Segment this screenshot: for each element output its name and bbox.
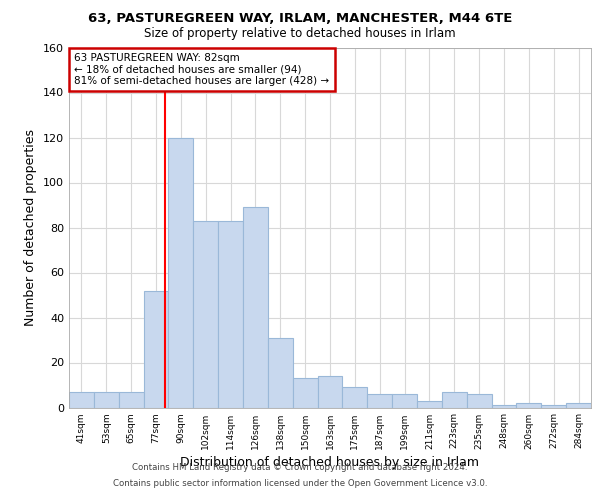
- Text: 63 PASTUREGREEN WAY: 82sqm
← 18% of detached houses are smaller (94)
81% of semi: 63 PASTUREGREEN WAY: 82sqm ← 18% of deta…: [74, 53, 329, 86]
- Bar: [392, 394, 417, 407]
- X-axis label: Distribution of detached houses by size in Irlam: Distribution of detached houses by size …: [181, 456, 479, 468]
- Bar: [193, 221, 218, 408]
- Bar: [491, 405, 517, 407]
- Text: Contains public sector information licensed under the Open Government Licence v3: Contains public sector information licen…: [113, 478, 487, 488]
- Bar: [442, 392, 467, 407]
- Bar: [119, 392, 143, 407]
- Bar: [293, 378, 317, 408]
- Bar: [243, 207, 268, 408]
- Bar: [417, 401, 442, 407]
- Bar: [367, 394, 392, 407]
- Text: 63, PASTUREGREEN WAY, IRLAM, MANCHESTER, M44 6TE: 63, PASTUREGREEN WAY, IRLAM, MANCHESTER,…: [88, 12, 512, 26]
- Bar: [169, 138, 193, 407]
- Bar: [143, 290, 169, 408]
- Bar: [218, 221, 243, 408]
- Bar: [343, 387, 367, 407]
- Bar: [94, 392, 119, 407]
- Bar: [517, 403, 541, 407]
- Bar: [69, 392, 94, 407]
- Bar: [467, 394, 491, 407]
- Text: Contains HM Land Registry data © Crown copyright and database right 2024.: Contains HM Land Registry data © Crown c…: [132, 464, 468, 472]
- Y-axis label: Number of detached properties: Number of detached properties: [25, 129, 37, 326]
- Bar: [566, 403, 591, 407]
- Bar: [541, 405, 566, 407]
- Text: Size of property relative to detached houses in Irlam: Size of property relative to detached ho…: [144, 28, 456, 40]
- Bar: [268, 338, 293, 407]
- Bar: [317, 376, 343, 408]
